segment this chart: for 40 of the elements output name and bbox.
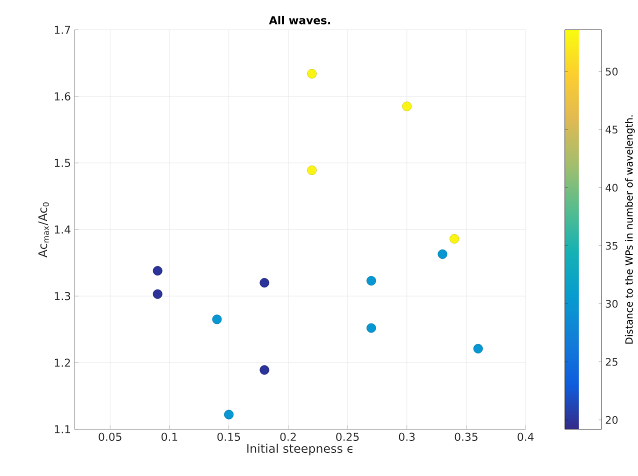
- y-tick-label: 1.2: [54, 358, 70, 367]
- color-bar-label: 35: [606, 242, 618, 250]
- point: [438, 249, 448, 259]
- point: [152, 289, 162, 299]
- x-axis-title: Initial steepness ϵ: [247, 444, 352, 456]
- color-bar-label: 30: [606, 300, 618, 308]
- point: [450, 234, 460, 244]
- point: [473, 344, 483, 354]
- color-bar-label: 50: [606, 68, 618, 76]
- color-bar-label: 40: [606, 184, 618, 192]
- x-tick-label: 0.4: [518, 432, 534, 441]
- y-tick-label: 1.7: [54, 26, 70, 34]
- x-tick-label: 0.1: [162, 432, 178, 441]
- y-tick-label: 1.4: [54, 226, 70, 234]
- color-bar-label: 25: [606, 358, 618, 366]
- point: [366, 276, 376, 286]
- x-tick-label: 0.3: [398, 432, 415, 441]
- color-bar-label: 20: [606, 416, 618, 424]
- x-tick-label: 0.2: [280, 432, 296, 441]
- color-bar-label: 45: [606, 126, 618, 134]
- point: [260, 278, 270, 288]
- x-tick-label: 0.15: [217, 432, 240, 441]
- point: [152, 266, 162, 276]
- y-tick-label: 1.6: [54, 92, 70, 101]
- y-tick-label: 1.1: [54, 425, 70, 434]
- point: [260, 365, 270, 375]
- x-tick-label: 0.35: [454, 432, 478, 441]
- point: [212, 314, 222, 324]
- y-tick-label: 1.3: [54, 292, 70, 300]
- point: [307, 166, 317, 176]
- color-bar-title: Distance to the WPs in number of wavelength.: [625, 115, 635, 344]
- chart-title: All waves.: [269, 16, 330, 24]
- x-tick-label: 0.25: [336, 432, 359, 441]
- point: [402, 102, 412, 112]
- y-tick-label: 1.5: [54, 158, 70, 168]
- y-axis-title: Ac$_{max}$/Ac$_{0}$: [38, 202, 49, 258]
- x-tick-label: 0.05: [98, 432, 122, 441]
- point: [307, 69, 317, 79]
- point: [224, 410, 234, 420]
- point: [366, 323, 376, 333]
